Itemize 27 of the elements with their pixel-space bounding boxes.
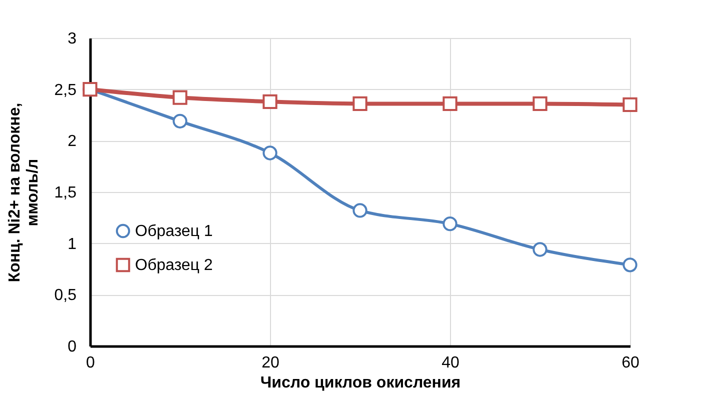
y-tick-label: 3 (68, 30, 77, 48)
y-tick-label: 1 (68, 236, 77, 253)
point (442, 96, 458, 112)
point (532, 96, 548, 112)
y-tick-label: 2,5 (54, 82, 77, 99)
x-tick-label: 0 (86, 354, 96, 372)
point (442, 216, 458, 232)
point (352, 203, 368, 218)
point (262, 146, 278, 160)
y-tick-label: 0 (68, 338, 77, 356)
point (352, 96, 368, 112)
y-tick-label: 1,5 (54, 184, 77, 202)
y-axis-title: Конц. Ni2+ на волокне, ммоль/л (6, 102, 42, 282)
x-tick-label: 20 (262, 354, 280, 372)
point (172, 90, 188, 105)
point (622, 258, 638, 272)
point (262, 94, 278, 109)
legend-label: Образец 2 (135, 257, 213, 274)
x-tick-label: 40 (442, 354, 460, 372)
legend-label: Образец 1 (135, 223, 213, 240)
point (622, 97, 638, 112)
x-axis-title: Число циклов окисления (260, 374, 461, 392)
point (172, 114, 188, 128)
point (532, 242, 548, 257)
y-tick-label: 0,5 (54, 287, 77, 304)
x-tick-label: 60 (622, 354, 640, 372)
y-tick-label: 2 (68, 133, 77, 150)
